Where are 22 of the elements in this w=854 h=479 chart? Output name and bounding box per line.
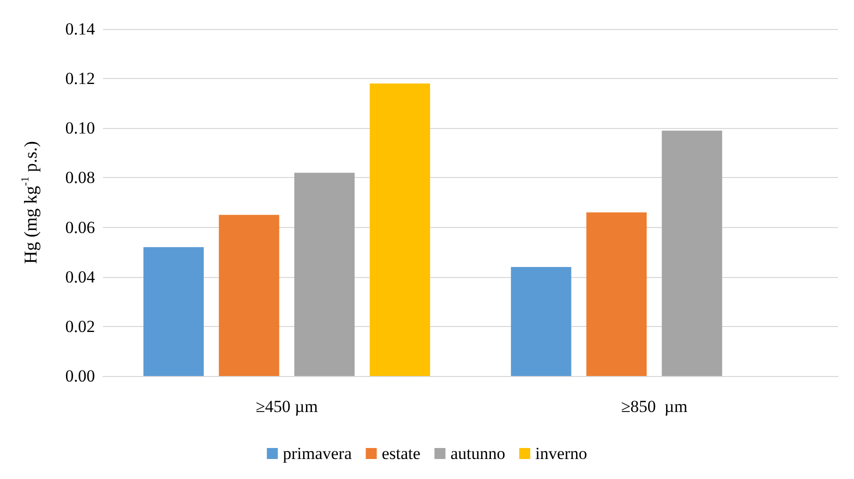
bar	[586, 212, 647, 376]
y-axis-title: Hg (mg kg-1 p.s.)	[20, 141, 40, 264]
y-tick-label: 0.06	[65, 218, 95, 237]
y-tick-label: 0.14	[65, 20, 96, 38]
bar	[294, 172, 355, 376]
x-tick-label: ≥850 µm	[621, 397, 688, 416]
bar	[370, 84, 430, 376]
legend-label: autunno	[450, 444, 506, 463]
bar	[218, 214, 280, 376]
legend-label: estate	[382, 444, 420, 463]
y-tick-label: 0.12	[65, 69, 95, 88]
bar	[143, 247, 204, 376]
bar	[510, 266, 572, 376]
y-tick-label: 0.04	[65, 267, 96, 286]
x-tick-label: ≥450 µm	[256, 397, 318, 416]
y-tick-label: 0.10	[65, 118, 95, 138]
bar	[662, 130, 722, 376]
y-tick-label: 0.02	[65, 316, 95, 336]
legend-label: inverno	[535, 444, 588, 463]
legend-label: primavera	[282, 444, 352, 463]
y-tick-label: 0.00	[65, 366, 95, 386]
y-tick-label: 0.08	[65, 168, 95, 188]
